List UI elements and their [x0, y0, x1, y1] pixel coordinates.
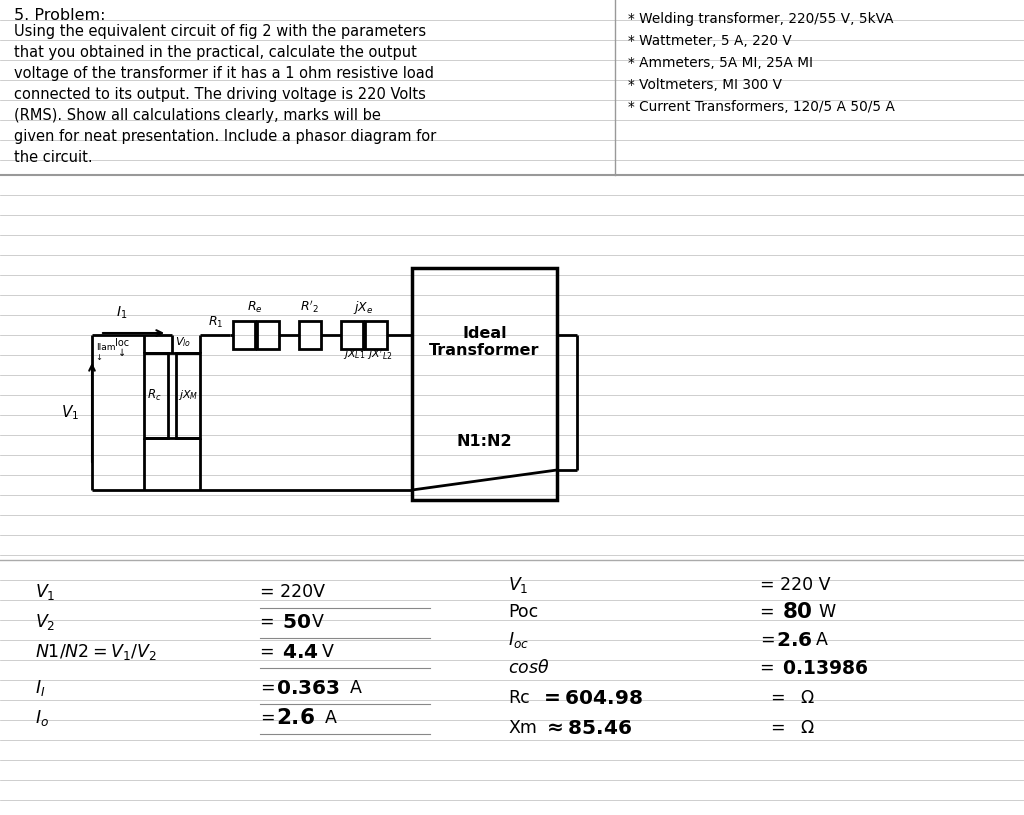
Text: $R_c$: $R_c$: [147, 388, 162, 403]
Text: $\Omega$: $\Omega$: [800, 689, 815, 707]
Text: Rc: Rc: [508, 689, 529, 707]
Text: = 220 V: = 220 V: [760, 576, 830, 594]
Text: $I_o$: $I_o$: [35, 708, 49, 728]
Text: =: =: [770, 689, 784, 707]
Bar: [299, 321, 321, 349]
Bar: [365, 321, 387, 349]
Text: V: V: [322, 643, 334, 661]
Text: * Voltmeters, MI 300 V: * Voltmeters, MI 300 V: [628, 78, 782, 92]
Text: =: =: [260, 679, 274, 697]
Bar: [176, 353, 200, 438]
Text: Using the equivalent circuit of fig 2 with the parameters: Using the equivalent circuit of fig 2 wi…: [14, 24, 426, 39]
Text: W: W: [818, 603, 836, 621]
Text: $V_2$: $V_2$: [35, 612, 55, 632]
Text: =: =: [760, 659, 780, 677]
Text: =: =: [770, 719, 784, 737]
Text: Ioc: Ioc: [115, 338, 129, 348]
Bar: [341, 321, 362, 349]
Text: $V_{lo}$: $V_{lo}$: [175, 335, 191, 349]
Text: voltage of the transformer if it has a 1 ohm resistive load: voltage of the transformer if it has a 1…: [14, 66, 434, 81]
Text: $I_{oc}$: $I_{oc}$: [508, 630, 529, 650]
Text: the circuit.: the circuit.: [14, 150, 92, 165]
Text: V: V: [312, 613, 324, 631]
Text: $jX'_{L2}$: $jX'_{L2}$: [367, 346, 393, 362]
Text: $\bf{2.6}$: $\bf{2.6}$: [776, 631, 813, 650]
Text: A: A: [325, 709, 337, 727]
Text: $\bf{50}$: $\bf{50}$: [282, 613, 311, 632]
Text: =: =: [260, 613, 281, 631]
Text: $\bf{0.363}$: $\bf{0.363}$: [276, 679, 340, 698]
Text: $jX_{L1}$: $jX_{L1}$: [343, 347, 366, 361]
Text: Xm: Xm: [508, 719, 537, 737]
Text: = 220V: = 220V: [260, 583, 325, 601]
Text: ↓: ↓: [95, 353, 102, 362]
Text: * Current Transformers, 120/5 A 50/5 A: * Current Transformers, 120/5 A 50/5 A: [628, 100, 895, 114]
Text: =: =: [760, 603, 780, 621]
Bar: [144, 353, 168, 438]
Text: connected to its output. The driving voltage is 220 Volts: connected to its output. The driving vol…: [14, 87, 426, 102]
Text: Poc: Poc: [508, 603, 539, 621]
Text: $\bf{4.4}$: $\bf{4.4}$: [282, 642, 318, 662]
Text: $\bf{= 604.98}$: $\bf{= 604.98}$: [540, 689, 643, 707]
Text: that you obtained in the practical, calculate the output: that you obtained in the practical, calc…: [14, 45, 417, 60]
Text: $jX_M$: $jX_M$: [178, 389, 199, 403]
Text: * Ammeters, 5A MI, 25A MI: * Ammeters, 5A MI, 25A MI: [628, 56, 813, 70]
Text: A: A: [350, 679, 361, 697]
Text: $\bf{\approx 85.46}$: $\bf{\approx 85.46}$: [543, 719, 632, 738]
Text: given for neat presentation. Include a phasor diagram for: given for neat presentation. Include a p…: [14, 129, 436, 144]
Text: =: =: [260, 709, 274, 727]
Text: $\bf{0.13986}$: $\bf{0.13986}$: [782, 659, 868, 677]
Text: $jX_e$: $jX_e$: [353, 298, 373, 315]
Text: (RMS). Show all calculations clearly, marks will be: (RMS). Show all calculations clearly, ma…: [14, 108, 381, 123]
Text: $V_1$: $V_1$: [35, 582, 55, 602]
Text: * Wattmeter, 5 A, 220 V: * Wattmeter, 5 A, 220 V: [628, 34, 792, 48]
Text: Ilam: Ilam: [96, 342, 116, 351]
Text: $I_I$: $I_I$: [35, 678, 45, 698]
Text: $R_e$: $R_e$: [247, 299, 263, 315]
Text: $N1/N2 = V_1/V_2$: $N1/N2 = V_1/V_2$: [35, 642, 157, 662]
Text: $\Omega$: $\Omega$: [800, 719, 815, 737]
Text: $V_1$: $V_1$: [60, 403, 79, 422]
Bar: [233, 321, 255, 349]
Text: $I_1$: $I_1$: [117, 305, 128, 321]
Text: $R_1$: $R_1$: [208, 315, 223, 329]
Text: $\bf{80}$: $\bf{80}$: [782, 602, 813, 622]
Text: =: =: [760, 631, 774, 649]
Text: ↓: ↓: [118, 348, 126, 358]
Text: $cos\theta$: $cos\theta$: [508, 659, 550, 677]
Text: $V_1$: $V_1$: [508, 575, 528, 595]
Text: $R'_2$: $R'_2$: [300, 299, 319, 315]
Bar: [412, 268, 557, 500]
Text: $\bf{2.6}$: $\bf{2.6}$: [276, 708, 315, 728]
Text: =: =: [260, 643, 281, 661]
Bar: [257, 321, 279, 349]
Text: * Welding transformer, 220/55 V, 5kVA: * Welding transformer, 220/55 V, 5kVA: [628, 12, 894, 26]
Text: 5. Problem:: 5. Problem:: [14, 8, 105, 23]
Text: Ideal
Transformer: Ideal Transformer: [429, 326, 540, 359]
Text: N1:N2: N1:N2: [457, 434, 512, 450]
Text: A: A: [816, 631, 827, 649]
